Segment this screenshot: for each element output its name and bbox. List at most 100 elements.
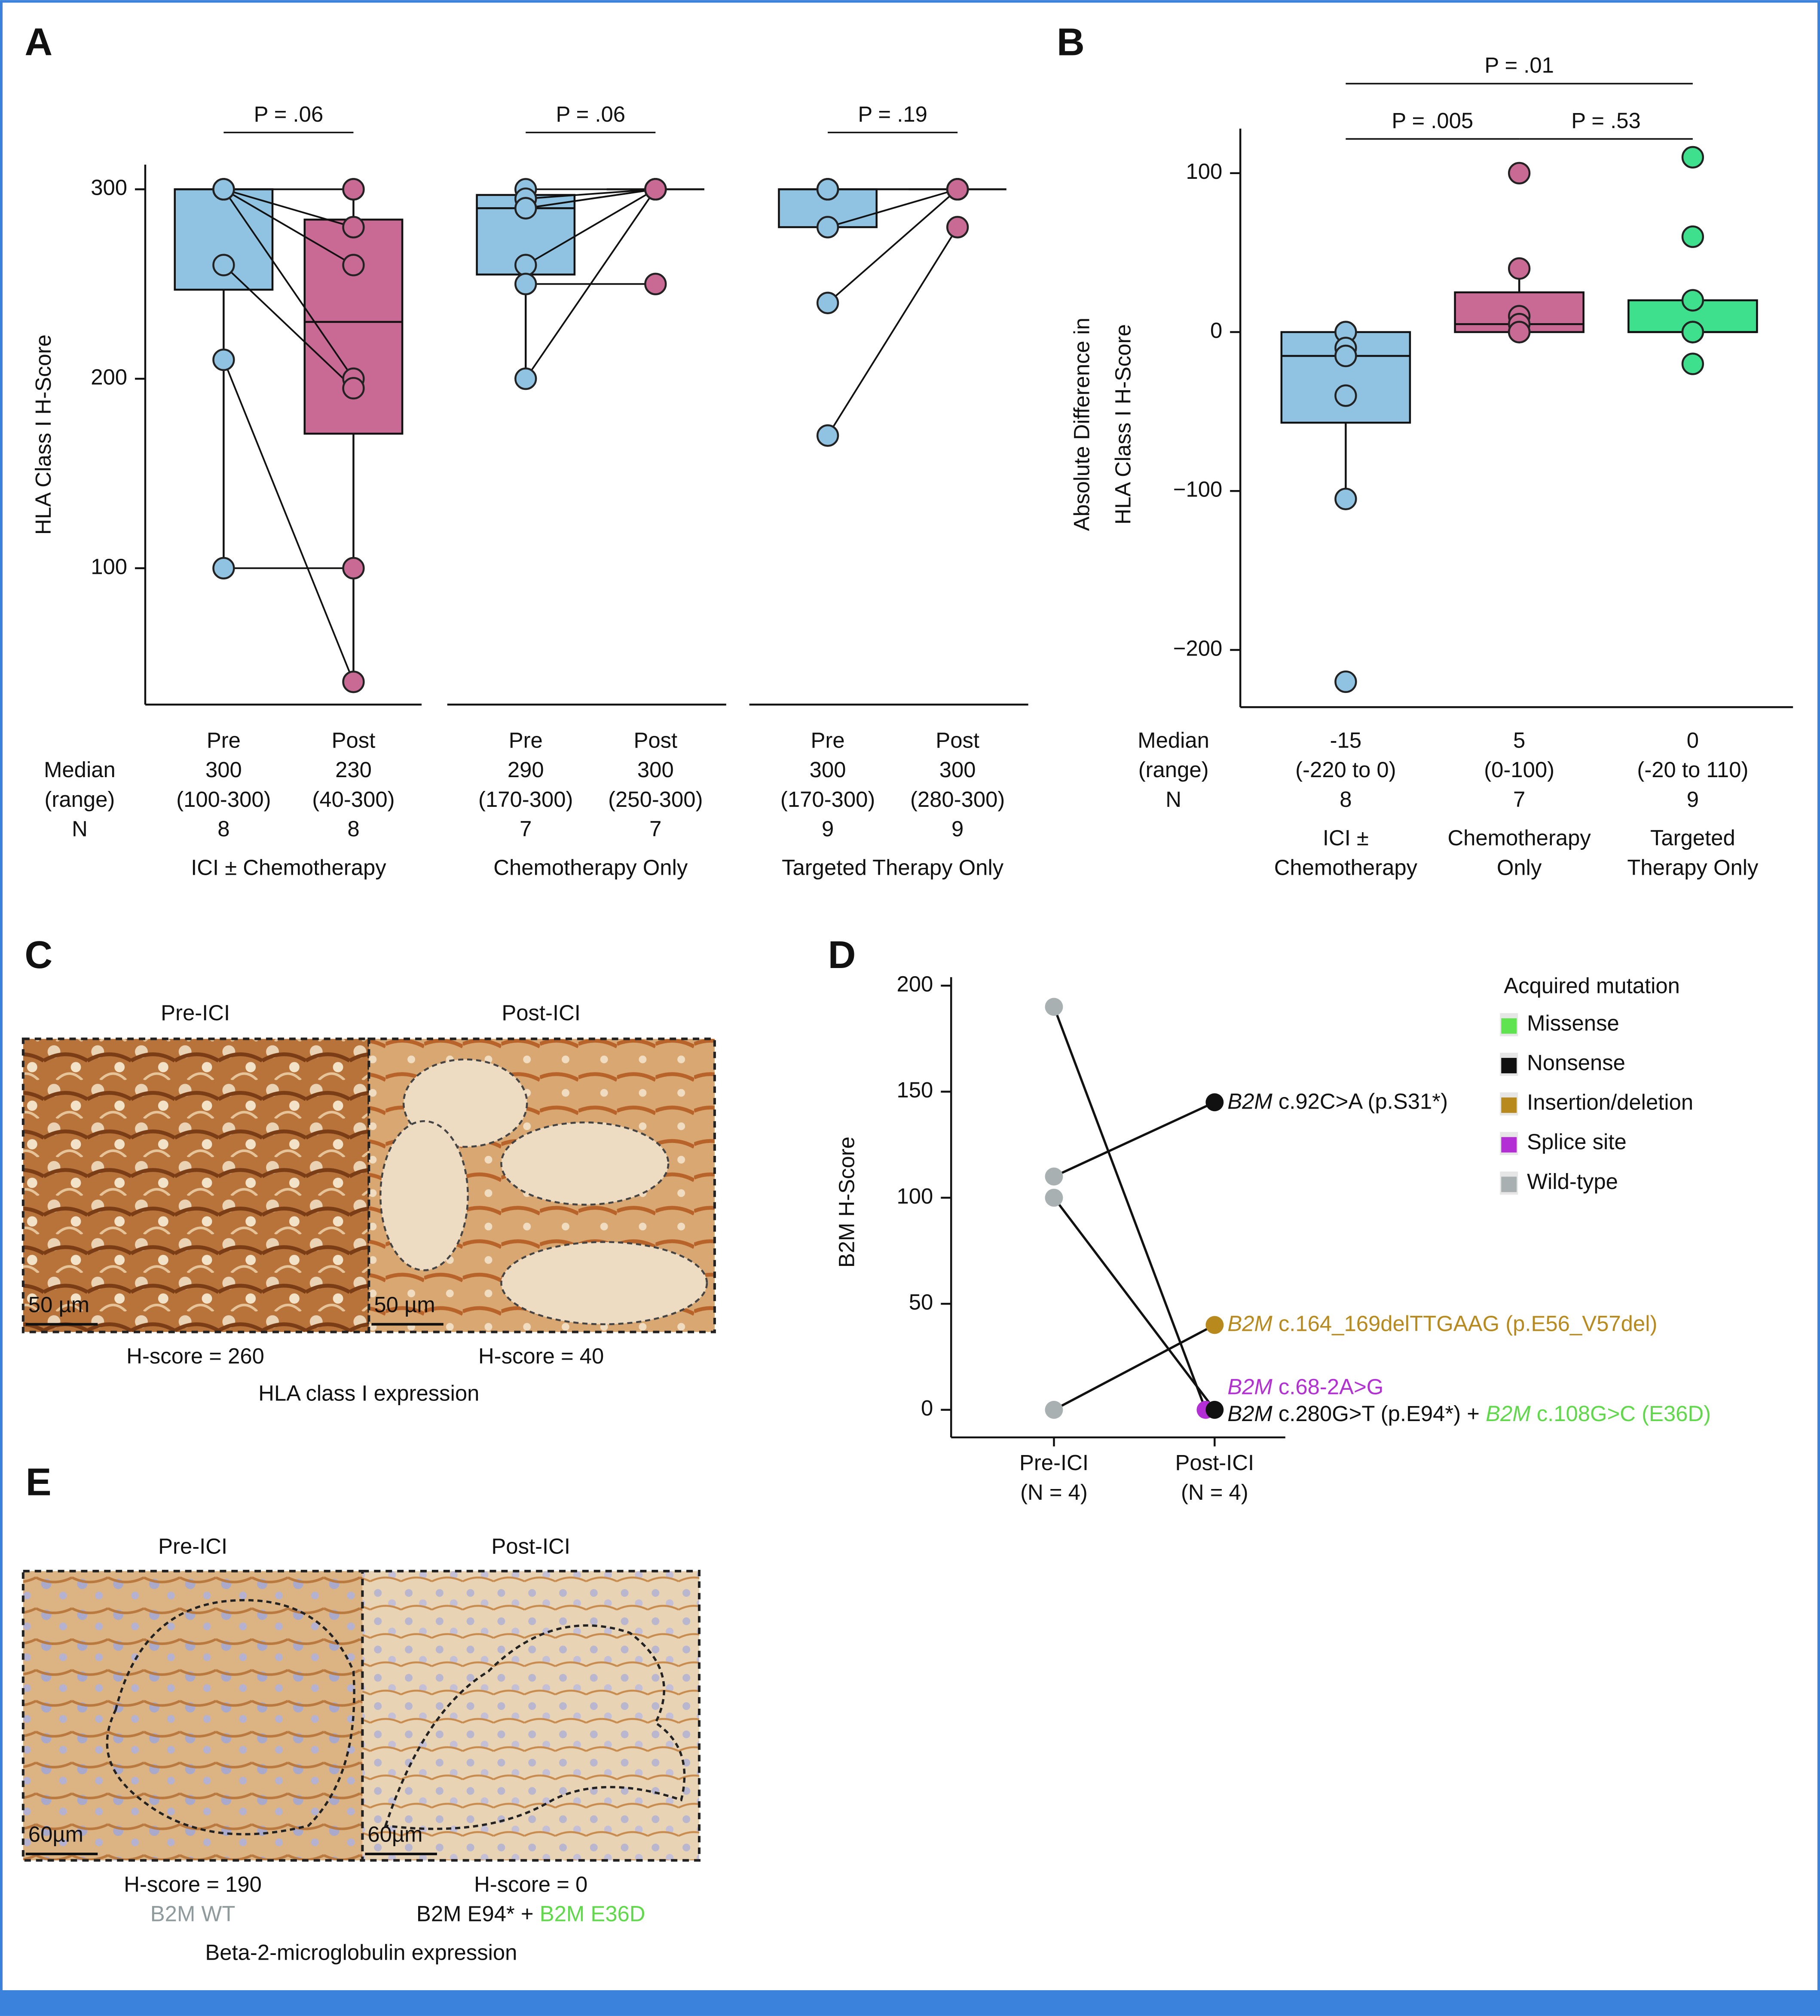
data-point <box>946 178 969 201</box>
annotation-span: c.68-2A>G <box>1272 1375 1384 1399</box>
mutation-annotation: B2M c.164_169delTTGAAG (p.E56_V57del) <box>1227 1311 1657 1336</box>
data-point <box>342 178 365 201</box>
n-label: 8 <box>347 817 359 841</box>
data-point <box>212 254 235 276</box>
tumor-outline <box>384 1624 686 1830</box>
image-caption: H-score = 40 <box>478 1344 604 1368</box>
p-value: P = .53 <box>1571 108 1641 133</box>
x-tick-sublabel: (N = 4) <box>1020 1480 1088 1504</box>
panel-letter: E <box>26 1461 52 1504</box>
range-label: (170-300) <box>478 787 573 812</box>
legend-label: Missense <box>1527 1011 1619 1035</box>
group-name: Chemotherapy Only <box>493 855 688 879</box>
median-label: 5 <box>1513 728 1525 752</box>
data-point <box>644 273 667 295</box>
range-label: (100-300) <box>176 787 271 812</box>
row-label: (range) <box>45 787 115 812</box>
group-name: Therapy Only <box>1627 855 1759 879</box>
footer-band <box>0 1990 1820 2016</box>
scale-bar-label: 50 µm <box>374 1292 435 1317</box>
p-value: P = .06 <box>254 102 324 126</box>
genotype-label: B2M E94* + B2M E36D <box>416 1902 645 1926</box>
tumor-outlines <box>379 1058 708 1325</box>
n-label: 7 <box>649 817 661 841</box>
ihc-image <box>361 1569 700 1862</box>
pair-line <box>223 188 354 228</box>
group-name: Targeted <box>1650 826 1735 850</box>
pair-line <box>223 188 354 266</box>
scale-bar-label: 60µm <box>367 1822 422 1847</box>
box-name: Post <box>332 728 376 752</box>
annotation-span: B2M <box>1227 1311 1272 1336</box>
box-name: Pre <box>811 728 845 752</box>
p-value: P = .06 <box>556 102 625 126</box>
y-tick-label: 100 <box>1186 159 1222 184</box>
data-point <box>1508 257 1531 280</box>
box-name: Post <box>633 728 677 752</box>
data-point <box>644 178 667 201</box>
pair-line <box>525 188 656 209</box>
annotation-span: c.92C>A (p.S31*) <box>1272 1089 1448 1114</box>
data-point <box>1045 1400 1063 1419</box>
mutation-annotation: B2M c.280G>T (p.E94*) + B2M c.108G>C (E3… <box>1227 1402 1711 1426</box>
data-point <box>1681 146 1704 169</box>
box-name: Pre <box>207 728 241 752</box>
y-tick-label: −100 <box>1173 477 1223 502</box>
n-label: 7 <box>520 817 532 841</box>
annotation-span: B2M <box>1227 1089 1272 1114</box>
row-label: (range) <box>1138 757 1209 782</box>
data-point <box>514 273 537 295</box>
range-label: (-220 to 0) <box>1295 757 1396 782</box>
annotation-span: c.280G>T (p.E94*) + <box>1272 1402 1486 1426</box>
n-label: 9 <box>1687 787 1699 812</box>
p-value: P = .19 <box>858 102 927 126</box>
legend-swatch <box>1501 1097 1517 1113</box>
y-tick-label: −200 <box>1173 636 1223 660</box>
median-label: 230 <box>335 757 372 782</box>
data-point <box>816 291 839 314</box>
group-name: Chemotherapy <box>1274 855 1418 879</box>
data-point <box>1334 384 1357 407</box>
y-axis-label: HLA Class I H-Score <box>1110 324 1135 524</box>
y-axis-label: HLA Class I H-Score <box>31 334 55 535</box>
genotype-span: B2M E36D <box>540 1902 645 1926</box>
genotype-label: B2M WT <box>150 1902 236 1926</box>
group-name: Only <box>1497 855 1542 879</box>
image-caption: H-score = 190 <box>124 1872 262 1897</box>
panel-letter: D <box>828 934 856 977</box>
data-point <box>1045 1167 1063 1186</box>
data-point <box>514 254 537 276</box>
figure-caption: Beta-2-microglobulin expression <box>205 1940 517 1965</box>
data-point <box>1681 352 1704 375</box>
data-point <box>1045 998 1063 1016</box>
y-tick-label: 200 <box>91 365 127 389</box>
legend-title: Acquired mutation <box>1504 974 1680 998</box>
genotype-span: B2M E94* + <box>416 1902 540 1926</box>
data-point <box>1205 1093 1224 1112</box>
legend-swatch <box>1501 1018 1517 1034</box>
image-caption: H-score = 0 <box>474 1872 587 1897</box>
box <box>303 218 404 435</box>
data-point <box>212 557 235 579</box>
median-label: 300 <box>205 757 242 782</box>
data-point <box>1508 321 1531 343</box>
data-point <box>1334 670 1357 693</box>
row-label: N <box>72 817 88 841</box>
y-axis-label: Absolute Difference in <box>1070 318 1094 531</box>
x-tick-label: Pre-ICI <box>1019 1450 1089 1475</box>
range-label: (170-300) <box>780 787 875 812</box>
data-point <box>816 216 839 239</box>
scale-bar-label: 60µm <box>28 1822 83 1847</box>
x-tick-label: Post-ICI <box>1175 1450 1254 1475</box>
panel-letter: B <box>1057 21 1085 64</box>
data-point <box>212 348 235 371</box>
data-point <box>342 557 365 579</box>
group-name: Chemotherapy <box>1447 826 1591 850</box>
image-title: Pre-ICI <box>161 1000 230 1025</box>
p-value: P = .01 <box>1484 53 1554 77</box>
n-label: 7 <box>1513 787 1525 812</box>
median-label: 300 <box>810 757 846 782</box>
